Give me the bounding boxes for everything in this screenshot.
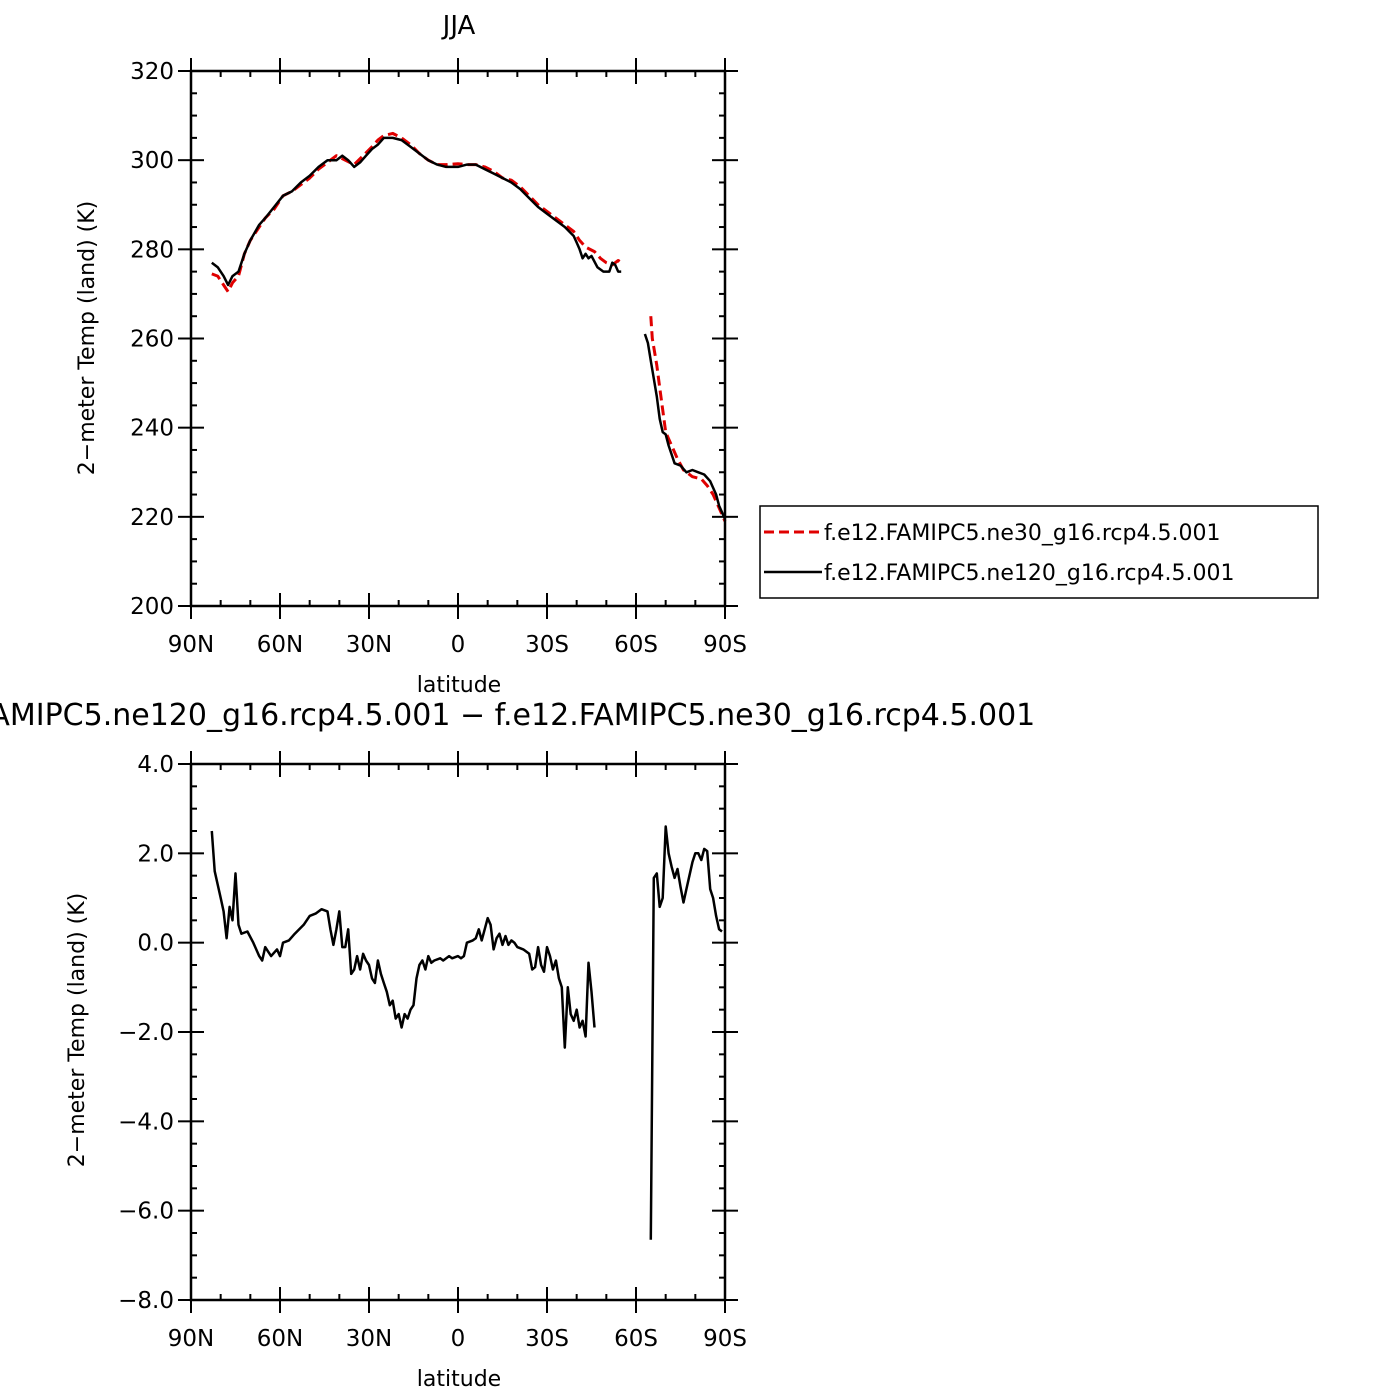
top-y-axis-label: 2−meter Temp (land) (K) <box>75 201 100 475</box>
legend-label-ne30: f.e12.FAMIPC5.ne30_g16.rcp4.5.001 <box>824 521 1220 546</box>
top-series-1-segment-1 <box>643 333 727 520</box>
bottom-y-tick-label: −2.0 <box>118 1020 174 1046</box>
bottom-y-tick-labels: −8.0 −6.0 −4.0 −2.0 0.0 2.0 4.0 <box>118 752 174 1314</box>
legend-label-ne120: f.e12.FAMIPC5.ne120_g16.rcp4.5.001 <box>824 561 1234 586</box>
top-x-tick-label: 0 <box>451 632 466 658</box>
top-x-tick-label: 30S <box>525 632 569 658</box>
bottom-y-tick-label: 0.0 <box>137 931 174 957</box>
top-y-tick-label: 220 <box>130 505 174 531</box>
top-y-tick-label: 240 <box>130 416 174 442</box>
bottom-y-tick-label: 4.0 <box>137 752 174 778</box>
bottom-y-axis-label: 2−meter Temp (land) (K) <box>65 893 90 1167</box>
top-x-axis-label: latitude <box>417 673 501 698</box>
top-y-tick-label: 280 <box>130 237 174 263</box>
bottom-x-tick-label: 90N <box>168 1326 214 1352</box>
top-x-tick-label: 90S <box>703 632 747 658</box>
top-x-tick-label: 30N <box>346 632 392 658</box>
legend-box <box>759 505 1319 599</box>
top-y-tick-label: 300 <box>130 148 174 174</box>
top-y-tick-label: 200 <box>130 594 174 620</box>
top-series-0-segment-1 <box>649 316 727 522</box>
top-x-tick-label: 90N <box>168 632 214 658</box>
bottom-chart-title: f.e12.FAMIPC5.ne120_g16.rcp4.5.001 − f.e… <box>0 698 1035 733</box>
bottom-y-tick-label: −6.0 <box>118 1199 174 1225</box>
bottom-series-0-segment-0 <box>210 830 596 1049</box>
bottom-series-group <box>210 825 723 1240</box>
top-y-tick-label: 260 <box>130 327 174 353</box>
bottom-x-tick-label: 0 <box>451 1326 466 1352</box>
top-x-tick-label: 60N <box>257 632 303 658</box>
top-y-tick-label: 320 <box>130 59 174 85</box>
bottom-x-tick-label: 30S <box>525 1326 569 1352</box>
bottom-x-tick-labels: 90N 60N 30N 0 30S 60S 90S <box>168 1326 747 1352</box>
top-series-group <box>211 131 727 522</box>
top-ticks <box>178 58 738 619</box>
legend: f.e12.FAMIPC5.ne30_g16.rcp4.5.001 f.e12.… <box>759 505 1319 599</box>
bottom-y-tick-label: −8.0 <box>118 1288 174 1314</box>
bottom-panel: f.e12.FAMIPC5.ne120_g16.rcp4.5.001 − f.e… <box>0 698 1035 1392</box>
bottom-ticks <box>178 751 738 1313</box>
bottom-x-axis-label: latitude <box>417 1367 501 1392</box>
top-plot-frame <box>189 69 727 608</box>
bottom-y-tick-label: 2.0 <box>137 841 174 867</box>
bottom-x-tick-label: 90S <box>703 1326 747 1352</box>
bottom-x-tick-label: 30N <box>346 1326 392 1352</box>
top-chart-title: JJA <box>441 11 476 41</box>
bottom-y-tick-label: −4.0 <box>118 1109 174 1135</box>
bottom-series-0-segment-1 <box>649 825 723 1240</box>
top-x-tick-labels: 90N 60N 30N 0 30S 60S 90S <box>168 632 747 658</box>
top-series-0-segment-0 <box>211 131 623 294</box>
top-series-1-segment-0 <box>211 136 622 287</box>
bottom-x-tick-label: 60S <box>614 1326 658 1352</box>
bottom-x-tick-label: 60N <box>257 1326 303 1352</box>
top-x-tick-label: 60S <box>614 632 658 658</box>
top-y-tick-labels: 200 220 240 260 280 300 320 <box>130 59 174 620</box>
top-panel: JJA 90N 60N 30N 0 30S 60S 90S 200 220 240 260 280 3… <box>75 11 1319 698</box>
bottom-plot-frame <box>189 762 727 1302</box>
